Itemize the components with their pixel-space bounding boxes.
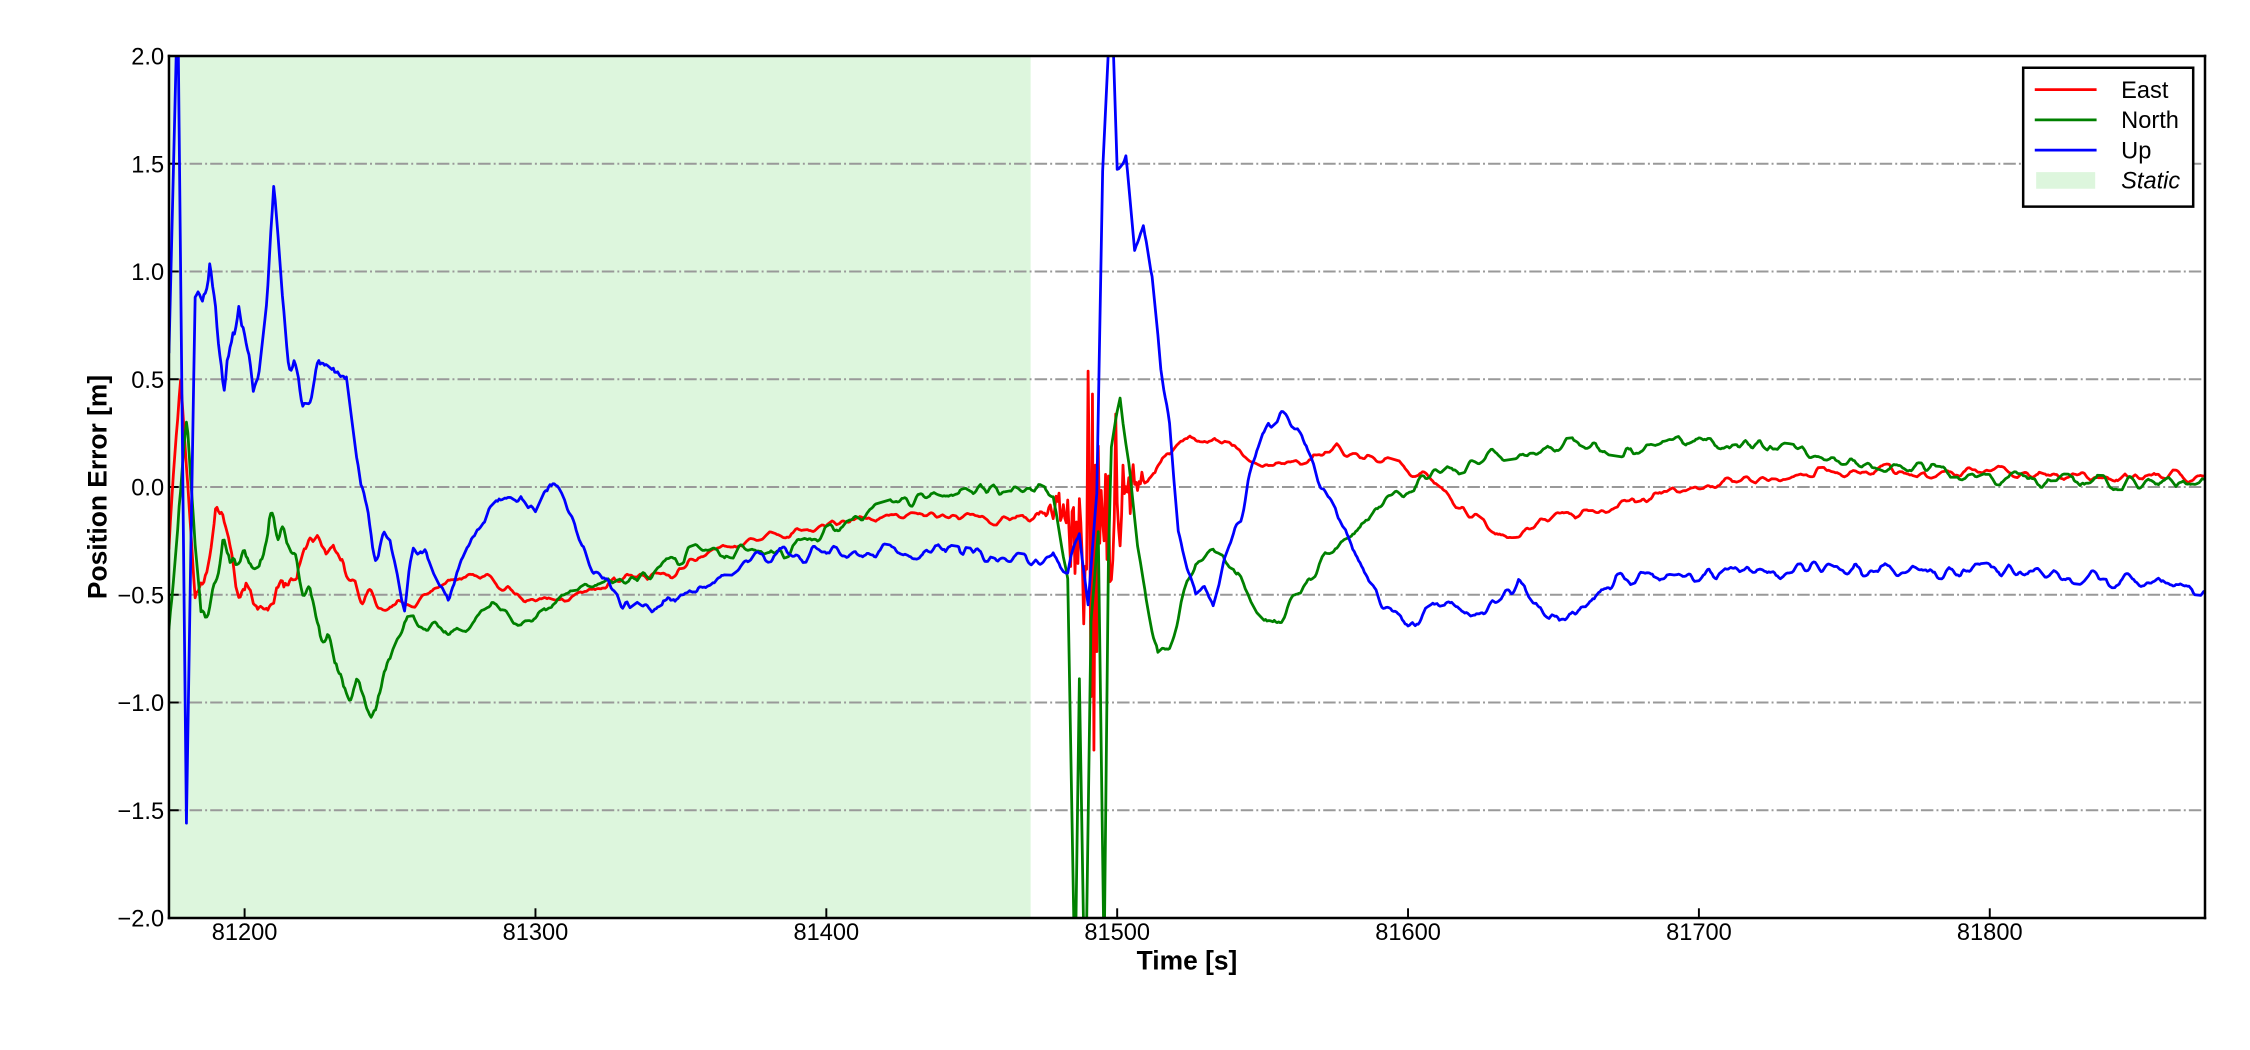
- svg-text:Static: Static: [2121, 169, 2180, 195]
- svg-text:−1.0: −1.0: [118, 691, 165, 717]
- svg-text:81200: 81200: [212, 920, 278, 946]
- svg-text:−0.5: −0.5: [118, 583, 165, 609]
- svg-text:−1.5: −1.5: [118, 799, 165, 825]
- svg-text:Position Error [m]: Position Error [m]: [82, 375, 112, 599]
- svg-text:81300: 81300: [503, 920, 569, 946]
- svg-text:0.0: 0.0: [131, 476, 164, 502]
- svg-text:Time [s]: Time [s]: [1137, 946, 1238, 976]
- svg-text:East: East: [2121, 78, 2169, 104]
- svg-text:81400: 81400: [793, 920, 859, 946]
- svg-text:81600: 81600: [1375, 920, 1441, 946]
- svg-text:Up: Up: [2121, 138, 2151, 164]
- svg-text:0.5: 0.5: [131, 368, 164, 394]
- svg-text:81700: 81700: [1666, 920, 1732, 946]
- svg-text:1.5: 1.5: [131, 152, 164, 178]
- svg-text:81500: 81500: [1084, 920, 1150, 946]
- svg-text:1.0: 1.0: [131, 260, 164, 286]
- svg-text:−2.0: −2.0: [118, 907, 165, 933]
- svg-text:2.0: 2.0: [131, 45, 164, 71]
- svg-text:North: North: [2121, 108, 2179, 134]
- svg-text:81800: 81800: [1957, 920, 2023, 946]
